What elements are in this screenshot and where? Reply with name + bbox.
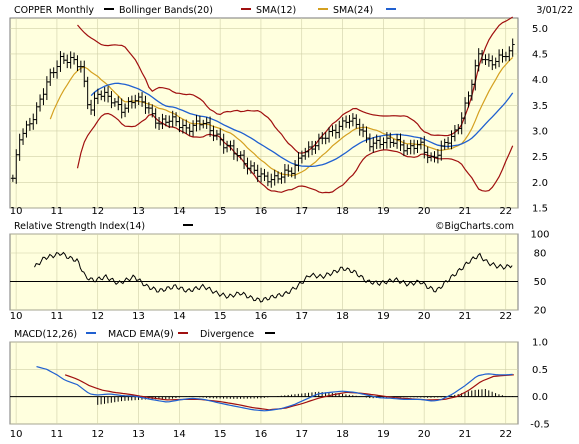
y-tick-label-price: 3.5 xyxy=(532,101,548,112)
symbol-label: COPPER xyxy=(14,5,53,16)
x-tick-label: 22 xyxy=(499,206,512,217)
x-tick-label: 16 xyxy=(255,206,268,217)
x-tick-label: 12 xyxy=(91,206,104,217)
y-tick-label-price: 5.0 xyxy=(532,24,548,35)
divergence-legend-label: Divergence xyxy=(200,329,254,340)
y-tick-label-price: 4.0 xyxy=(532,75,548,86)
x-tick-label: 12 xyxy=(91,429,104,440)
x-tick-label: 17 xyxy=(295,206,308,217)
x-tick-label: 18 xyxy=(336,206,349,217)
x-tick-label: 16 xyxy=(255,429,268,440)
x-tick-label: 21 xyxy=(459,311,472,322)
x-tick-label: 11 xyxy=(51,311,64,322)
x-tick-label: 14 xyxy=(173,311,186,322)
x-tick-label: 18 xyxy=(336,311,349,322)
x-tick-label: 10 xyxy=(10,429,23,440)
period-label: Monthly xyxy=(56,5,94,16)
sma12-swatch xyxy=(318,8,328,10)
y-tick-label-macd: 0.5 xyxy=(532,365,548,376)
y-tick-label-price: 1.5 xyxy=(532,204,548,215)
y-tick-label-macd: -0.5 xyxy=(530,420,550,431)
macd-line xyxy=(36,366,513,412)
rsi-panel xyxy=(9,233,519,311)
credit-label: ©BigCharts.com xyxy=(435,221,514,232)
x-tick-label: 15 xyxy=(214,429,227,440)
bollinger-upper-line xyxy=(77,16,514,154)
y-tick-label-macd: 0.0 xyxy=(532,392,548,403)
bollinger-color-swatch xyxy=(241,8,251,10)
bollinger-lower-line xyxy=(76,112,514,194)
y-tick-label-rsi: 20 xyxy=(534,306,547,317)
rsi-title: Relative Strength Index(14) xyxy=(14,221,145,232)
sma12-legend-label: SMA(12) xyxy=(256,5,296,16)
y-tick-label-rsi: 80 xyxy=(534,249,547,260)
x-tick-label: 17 xyxy=(295,311,308,322)
x-tick-label: 18 xyxy=(336,429,349,440)
rsi-line xyxy=(34,251,513,303)
x-tick-label: 11 xyxy=(51,429,64,440)
rsi-swatch xyxy=(183,224,193,226)
macd-ema-legend-label: MACD EMA(9) xyxy=(108,329,174,340)
macd-legend-label: MACD(12,26) xyxy=(14,329,77,340)
x-tick-label: 13 xyxy=(132,311,145,322)
x-tick-label: 20 xyxy=(418,429,431,440)
sma24-legend-label: SMA(24) xyxy=(333,5,373,16)
x-tick-label: 12 xyxy=(91,311,104,322)
x-tick-label: 21 xyxy=(459,206,472,217)
divergence-swatch xyxy=(265,332,275,334)
x-tick-label: 21 xyxy=(459,429,472,440)
x-tick-label: 19 xyxy=(377,311,390,322)
bollinger-legend-label: Bollinger Bands(20) xyxy=(119,5,213,16)
x-tick-label: 13 xyxy=(132,206,145,217)
y-tick-label-price: 2.0 xyxy=(532,178,548,189)
x-tick-label: 17 xyxy=(295,429,308,440)
x-tick-label: 20 xyxy=(418,206,431,217)
x-tick-label: 22 xyxy=(499,429,512,440)
x-tick-label: 10 xyxy=(10,311,23,322)
tick-layer: 10 10 10 11 11 11 12 12 12 13 13 13 14 14 14 15 15 15 16 16… xyxy=(10,24,550,440)
y-tick-label-price: 2.5 xyxy=(532,152,548,163)
x-tick-label: 13 xyxy=(132,429,145,440)
x-tick-label: 15 xyxy=(214,206,227,217)
grid-layer xyxy=(10,18,518,425)
x-tick-label: 11 xyxy=(51,206,64,217)
y-tick-label-rsi: 50 xyxy=(534,277,547,288)
x-tick-label: 16 xyxy=(255,311,268,322)
macd-swatch xyxy=(86,332,96,334)
series-layer xyxy=(10,16,518,412)
x-tick-label: 10 xyxy=(10,206,23,217)
macd-ema-swatch xyxy=(178,332,188,334)
x-tick-label: 15 xyxy=(214,311,227,322)
date-label: 3/01/22 xyxy=(536,5,573,16)
x-tick-label: 14 xyxy=(173,429,186,440)
x-tick-label: 19 xyxy=(377,206,390,217)
x-tick-label: 14 xyxy=(173,206,186,217)
y-tick-label-price: 3.0 xyxy=(532,126,548,137)
macd-panel xyxy=(9,341,519,425)
x-tick-label: 20 xyxy=(418,311,431,322)
x-tick-label: 22 xyxy=(499,311,512,322)
y-tick-label-macd: 1.0 xyxy=(532,338,548,349)
sma24-swatch xyxy=(386,8,396,10)
y-tick-label-price: 4.5 xyxy=(532,49,548,60)
y-tick-label-rsi: 100 xyxy=(530,230,549,241)
bollinger-swatch xyxy=(104,8,114,10)
x-tick-label: 19 xyxy=(377,429,390,440)
